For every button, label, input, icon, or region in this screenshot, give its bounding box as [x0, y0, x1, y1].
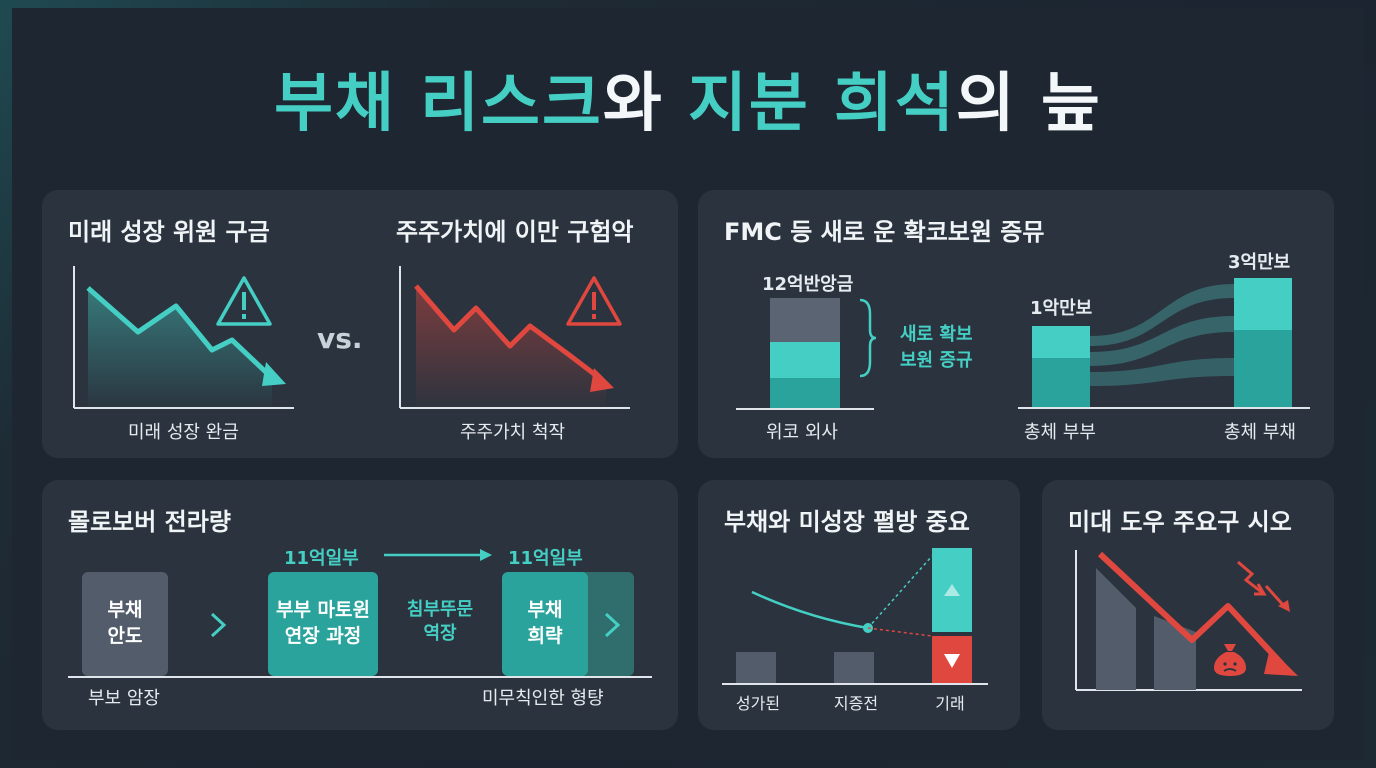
bar-segment-top	[770, 298, 840, 342]
growth-vs-shareholder-panel: 미래 성장 위원 구금 주주가치에 이만 구험악 vs.	[42, 190, 678, 458]
balance-panel-title: 부채와 미성장 펼방 중요	[724, 508, 970, 536]
strategy-panel-title: 몰로보버 전라량	[68, 508, 231, 536]
stacked-bar	[770, 298, 840, 408]
bar-segment-middle	[770, 342, 840, 378]
left-flow-value: 1악만보	[1030, 298, 1093, 319]
balance-chart	[722, 548, 988, 685]
title-part-2: 와	[602, 67, 688, 141]
caption-right: 미무칙인한 형턍	[482, 688, 604, 709]
fmc-capital-panel: FMC 등 새로 운 확코보원 증뮤 12억반앙금 새로 확보 보원 증규 위코…	[698, 190, 1334, 458]
debt-growth-balance-panel: 부채와 미성장 펼방 중요 성가된 지증전 기래	[698, 480, 1020, 730]
right-chart-title: 주주가치에 이만 구험악	[396, 218, 634, 246]
right-chart-caption: 주주가치 척작	[460, 422, 566, 443]
bar-caption: 위코 외사	[766, 422, 838, 443]
right-decline-chart	[399, 266, 630, 409]
x-label-1: 성가된	[735, 694, 781, 713]
top-label-2: 11억일부	[508, 548, 583, 569]
brace-label-1: 새로 확보	[900, 324, 973, 345]
title-part-4: 의 늪	[955, 67, 1102, 141]
right-flow-value: 3억만보	[1228, 252, 1291, 273]
left-decline-chart	[73, 266, 294, 409]
title-part-1: 부채 리스크	[274, 67, 603, 141]
mid-label: 침부뚜문 역장	[406, 599, 474, 645]
caption-left: 부보 암장	[88, 688, 160, 709]
top-label-1: 11억일부	[284, 548, 359, 569]
right-flow-caption: 총체 부채	[1224, 422, 1296, 443]
brace-icon	[859, 298, 877, 378]
x-label-3: 기래	[935, 694, 965, 713]
left-flow-caption: 총체 부부	[1024, 422, 1096, 443]
vs-label: vs.	[317, 322, 363, 355]
right-warning-icon	[566, 276, 622, 326]
bar-segment-bottom	[770, 378, 840, 408]
left-warning-icon	[216, 276, 272, 326]
brace-label-2: 보원 증규	[900, 350, 973, 371]
chevron-right-icon	[210, 612, 227, 638]
chevron-right-icon	[604, 612, 621, 638]
extension-block: 부부 마토윈 연장 과정	[268, 572, 378, 676]
declining-outlook-chart	[1075, 550, 1302, 691]
bar-baseline	[736, 408, 874, 410]
fmc-panel-title: FMC 등 새로 운 확코보원 증뮤	[724, 218, 1045, 246]
title-part-3: 지분 희석	[688, 67, 956, 141]
money-bag-icon	[1214, 644, 1246, 676]
left-chart-title: 미래 성장 위원 구금	[68, 218, 270, 246]
left-chart-caption: 미래 성장 완금	[128, 422, 239, 443]
outlook-panel-title: 미대 도우 주요구 시오	[1068, 508, 1292, 536]
debt-flow-diagram	[1018, 278, 1310, 409]
top-arrow	[384, 549, 492, 561]
page-title: 부채 리스크와 지분 희석의 늪	[0, 52, 1376, 144]
strategy-flow-panel: 몰로보버 전라량 11억일부 11억일부 부채 안도 부부 마토윈 연장 과정 …	[42, 480, 678, 730]
stacked-bar-label: 12억반앙금	[762, 274, 854, 295]
debt-stage-block: 부채 안도	[82, 572, 168, 676]
debt-reduction-block: 부채 희략	[502, 572, 588, 676]
strategy-baseline	[68, 676, 652, 678]
x-label-2: 지증전	[833, 694, 879, 713]
future-outlook-panel: 미대 도우 주요구 시오	[1042, 480, 1334, 730]
